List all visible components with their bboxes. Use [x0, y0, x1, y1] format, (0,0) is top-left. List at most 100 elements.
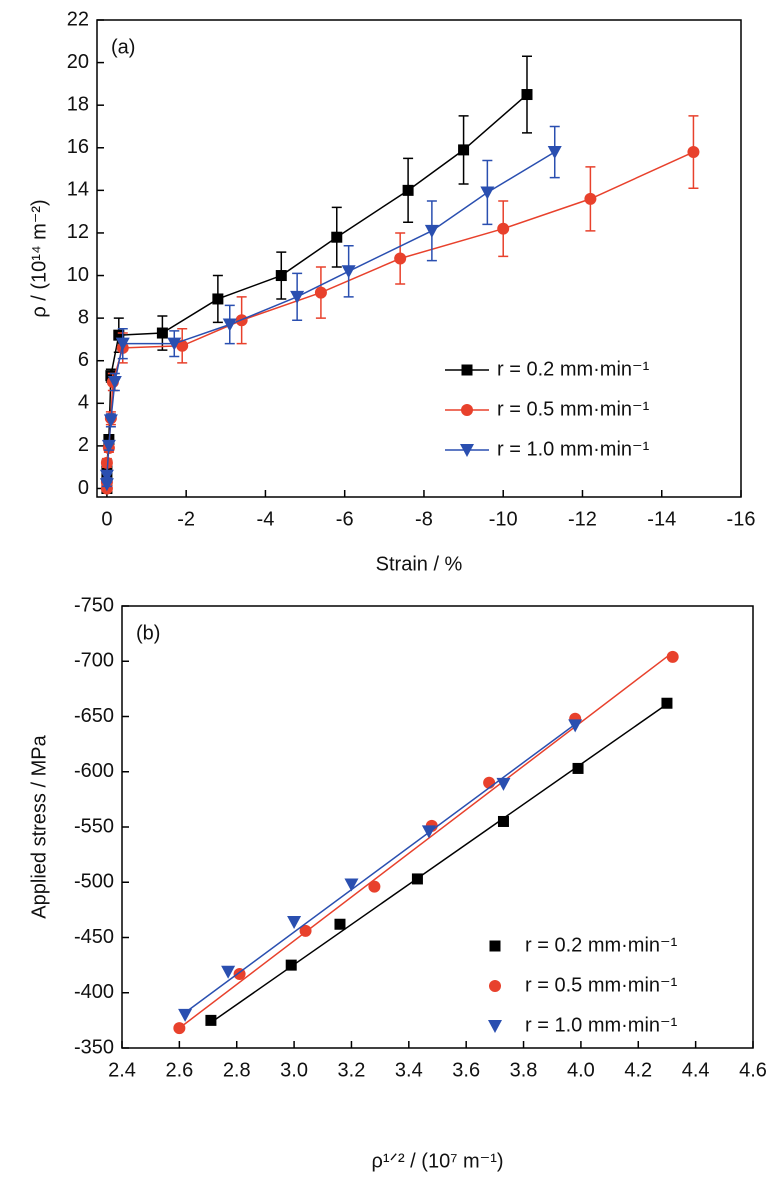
y-tick-label: 8 — [78, 306, 89, 328]
x-tick-label: -8 — [415, 508, 433, 530]
marker — [176, 339, 189, 352]
marker — [496, 777, 511, 791]
marker — [458, 144, 470, 156]
x-tick-label: -10 — [489, 508, 518, 530]
marker — [105, 370, 117, 382]
marker — [101, 439, 116, 453]
legend-marker — [460, 444, 474, 457]
x-tick-label: 3.0 — [280, 1059, 308, 1081]
marker — [334, 918, 346, 930]
marker — [99, 478, 114, 492]
x-tick-label: 2.6 — [165, 1059, 193, 1081]
marker — [222, 318, 237, 332]
plot-frame — [96, 19, 742, 498]
y-axis-label: Applied stress / MPa — [28, 734, 50, 918]
y-tick-label: 4 — [78, 392, 89, 414]
y-tick-label: -550 — [74, 815, 114, 837]
x-tick-label: 3.6 — [452, 1059, 480, 1081]
marker — [221, 965, 236, 979]
y-tick-label: 22 — [67, 8, 89, 30]
marker — [107, 376, 122, 390]
marker — [331, 231, 343, 243]
y-tick-label: -350 — [74, 1036, 114, 1058]
marker — [99, 469, 114, 483]
marker — [285, 959, 297, 971]
legend-label: r = 0.5 mm·min⁻¹ — [497, 398, 650, 420]
y-tick-label: 10 — [67, 264, 89, 286]
marker — [100, 456, 113, 469]
y-tick-label: 0 — [78, 477, 89, 499]
x-axis-label: ρ¹ᐟ² / (10⁷ m⁻¹) — [371, 1150, 503, 1172]
x-tick-label: 3.8 — [510, 1059, 538, 1081]
marker — [205, 1014, 217, 1026]
x-tick-label: 4.2 — [624, 1059, 652, 1081]
marker — [497, 222, 510, 235]
legend-marker — [488, 1020, 502, 1033]
marker — [103, 414, 118, 428]
y-tick-label: -650 — [74, 705, 114, 727]
y-tick-label: -700 — [74, 650, 114, 672]
y-tick-label: -600 — [74, 760, 114, 782]
marker — [411, 873, 423, 885]
marker — [666, 650, 679, 663]
marker — [584, 192, 597, 205]
y-tick-label: 20 — [67, 51, 89, 73]
x-tick-label: -4 — [257, 508, 275, 530]
marker — [314, 286, 327, 299]
marker — [341, 265, 356, 279]
panel-label: (b) — [136, 622, 160, 644]
marker — [290, 290, 305, 304]
x-tick-label: 4.4 — [682, 1059, 710, 1081]
legend-label: r = 0.2 mm·min⁻¹ — [525, 934, 678, 956]
marker — [173, 1022, 186, 1035]
x-tick-label: -14 — [647, 508, 676, 530]
y-axis-label: ρ / (10¹⁴ m⁻²) — [28, 199, 50, 317]
y-tick-label: -750 — [74, 594, 114, 616]
marker — [661, 697, 673, 709]
fit-line — [184, 723, 576, 1014]
fit-line — [178, 651, 674, 1029]
legend-label: r = 0.2 mm·min⁻¹ — [497, 358, 650, 380]
x-tick-label: 3.4 — [395, 1059, 423, 1081]
marker — [547, 146, 562, 160]
y-tick-label: 12 — [67, 221, 89, 243]
x-tick-label: 4.0 — [567, 1059, 595, 1081]
y-tick-label: -400 — [74, 981, 114, 1003]
marker — [424, 224, 439, 238]
legend-marker — [461, 364, 473, 376]
marker — [521, 89, 533, 101]
marker — [344, 878, 359, 892]
x-tick-label: -6 — [336, 508, 354, 530]
marker — [687, 146, 700, 159]
x-tick-label: 0 — [101, 508, 112, 530]
marker — [299, 924, 312, 937]
legend-marker — [489, 980, 501, 992]
marker — [178, 1008, 193, 1022]
y-tick-label: -500 — [74, 871, 114, 893]
marker — [156, 327, 168, 339]
y-tick-label: 14 — [67, 179, 89, 201]
legend-label: r = 0.5 mm·min⁻¹ — [525, 974, 678, 996]
marker — [421, 825, 436, 839]
marker — [212, 293, 224, 305]
marker — [480, 186, 495, 200]
y-tick-label: 6 — [78, 349, 89, 371]
x-tick-label: 2.4 — [108, 1059, 136, 1081]
marker — [402, 184, 414, 196]
x-tick-label: 2.8 — [223, 1059, 251, 1081]
legend-label: r = 1.0 mm·min⁻¹ — [525, 1014, 678, 1036]
panel-label: (a) — [111, 36, 135, 58]
x-tick-label: -16 — [727, 508, 756, 530]
marker — [115, 337, 130, 351]
marker — [497, 815, 509, 827]
marker — [568, 719, 583, 733]
x-axis-label: Strain / % — [376, 553, 463, 575]
y-tick-label: 16 — [67, 136, 89, 158]
legend-marker — [489, 940, 501, 952]
marker — [275, 270, 287, 282]
marker — [368, 880, 381, 893]
x-tick-label: -12 — [568, 508, 597, 530]
marker — [572, 762, 584, 774]
